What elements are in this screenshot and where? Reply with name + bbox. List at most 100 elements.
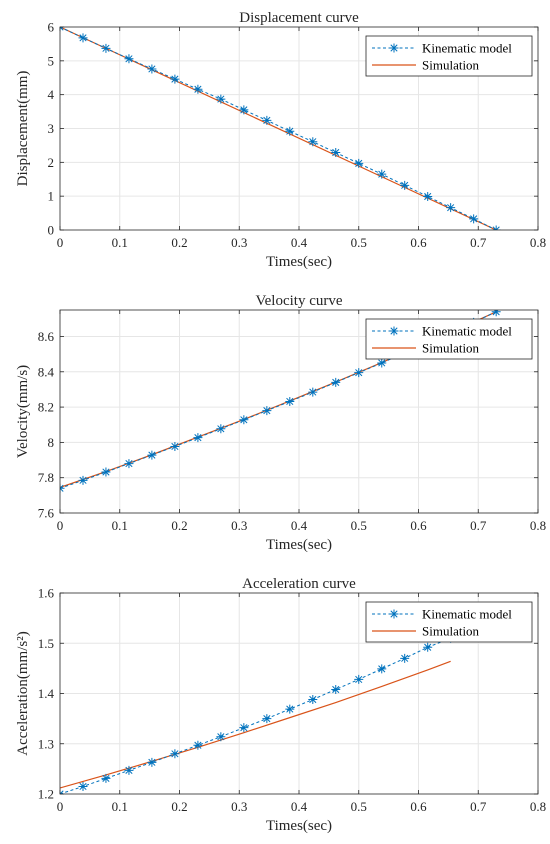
x-tick-label: 0 <box>57 518 64 533</box>
y-axis-label: Acceleration(mm/s²) <box>15 631 31 755</box>
x-tick-label: 0.1 <box>112 518 128 533</box>
y-tick-label: 5 <box>48 53 55 68</box>
kinematic-marker <box>124 54 134 64</box>
y-axis-label: Displacement(mm) <box>15 71 31 187</box>
legend-simulation-label: Simulation <box>422 341 480 356</box>
y-tick-label: 2 <box>48 155 55 170</box>
kinematic-marker <box>308 137 318 147</box>
x-tick-label: 0.2 <box>171 799 187 814</box>
kinematic-marker <box>147 450 157 460</box>
legend-simulation-label: Simulation <box>422 624 480 639</box>
chart-title: Velocity curve <box>255 293 342 309</box>
plot-series-group <box>60 27 501 230</box>
kinematic-marker <box>170 441 180 451</box>
x-tick-label: 0.4 <box>291 799 308 814</box>
kinematic-marker <box>170 749 180 759</box>
kinematic-marker <box>285 704 295 714</box>
x-axis-label: Times(sec) <box>266 818 332 834</box>
x-tick-label: 0.3 <box>231 518 247 533</box>
kinematic-marker <box>400 180 410 190</box>
kinematic-marker <box>331 377 341 387</box>
axes-box <box>59 592 539 795</box>
axes-box <box>59 309 539 514</box>
y-tick-label: 7.6 <box>38 506 55 521</box>
kinematic-marker <box>354 674 364 684</box>
x-tick-label: 0.1 <box>112 799 128 814</box>
x-tick-label: 0.8 <box>530 799 546 814</box>
y-tick-label: 0 <box>48 223 55 238</box>
kinematic-marker <box>101 43 111 53</box>
y-tick-label: 1.3 <box>38 736 54 751</box>
kinematic-marker <box>400 653 410 663</box>
legend-simulation-label: Simulation <box>422 58 480 73</box>
legend: Kinematic model Simulation <box>365 601 533 643</box>
legend-kinematic-label: Kinematic model <box>422 324 512 339</box>
kinematic-marker <box>193 84 203 94</box>
legend-kinematic-marker <box>389 326 399 336</box>
y-tick-label: 1.2 <box>38 787 54 802</box>
kinematic-marker <box>124 765 134 775</box>
legend-box <box>365 35 533 77</box>
x-tick-label: 0.6 <box>410 235 427 250</box>
kinematic-marker <box>285 126 295 136</box>
chart-panel-3: 0 0.1 0.2 0.3 0.4 0.5 0.6 0.7 0.8 1.2 1.3 1.4 1.5 1.6… <box>15 576 546 834</box>
x-tick-label: 0 <box>57 799 64 814</box>
x-tick-label: 0 <box>57 235 64 250</box>
y-tick-label: 1.4 <box>38 686 55 701</box>
kinematic-marker <box>239 415 249 425</box>
legend-kinematic-label: Kinematic model <box>422 607 512 622</box>
y-tick-label: 8.4 <box>38 364 55 379</box>
x-axis-label: Times(sec) <box>266 537 332 553</box>
kinematic-marker <box>147 64 157 74</box>
kinematic-marker <box>147 757 157 767</box>
kinematic-line <box>60 637 451 794</box>
chart-title: Acceleration curve <box>242 576 356 592</box>
y-tick-label: 4 <box>48 87 55 102</box>
y-tick-label: 3 <box>48 121 55 136</box>
plot-series-group <box>60 633 456 794</box>
kinematic-marker <box>124 459 134 469</box>
x-tick-label: 0.8 <box>530 518 546 533</box>
kinematic-marker <box>101 467 111 477</box>
y-tick-label: 1.6 <box>38 586 55 601</box>
kinematic-marker <box>423 192 433 202</box>
kinematic-marker <box>170 74 180 84</box>
kinematic-marker <box>446 203 456 213</box>
x-tick-label: 0.4 <box>291 518 308 533</box>
kinematic-marker <box>377 358 387 368</box>
x-tick-label: 0.4 <box>291 235 308 250</box>
x-tick-label: 0.5 <box>351 518 367 533</box>
kinematic-marker <box>377 664 387 674</box>
x-tick-label: 0.5 <box>351 799 367 814</box>
x-tick-label: 0.2 <box>171 518 187 533</box>
kinematic-marker <box>193 433 203 443</box>
legend: Kinematic model Simulation <box>365 318 533 360</box>
x-tick-label: 0.6 <box>410 799 427 814</box>
x-tick-label: 0.6 <box>410 518 427 533</box>
kinematic-marker <box>262 714 272 724</box>
legend: Kinematic model Simulation <box>365 35 533 77</box>
x-tick-label: 0.8 <box>530 235 546 250</box>
kinematic-marker <box>239 723 249 733</box>
y-tick-label: 8.2 <box>38 400 54 415</box>
kinematic-marker <box>354 158 364 168</box>
y-tick-label: 1.5 <box>38 636 54 651</box>
kinematic-marker <box>78 475 88 485</box>
kinematic-marker <box>262 115 272 125</box>
kinematic-marker <box>354 368 364 378</box>
kinematic-marker <box>193 740 203 750</box>
x-tick-label: 0.7 <box>470 235 487 250</box>
kinematic-marker <box>78 781 88 791</box>
x-tick-label: 0.3 <box>231 235 247 250</box>
kinematic-marker <box>78 33 88 43</box>
kinematic-marker <box>331 148 341 158</box>
legend-box <box>365 601 533 643</box>
legend-kinematic-marker <box>389 43 399 53</box>
x-tick-label: 0.5 <box>351 235 367 250</box>
legend-kinematic-label: Kinematic model <box>422 41 512 56</box>
kinematic-marker <box>239 105 249 115</box>
legend-kinematic-marker <box>389 609 399 619</box>
x-tick-label: 0.3 <box>231 799 247 814</box>
y-axis-label: Velocity(mm/s) <box>15 365 31 458</box>
